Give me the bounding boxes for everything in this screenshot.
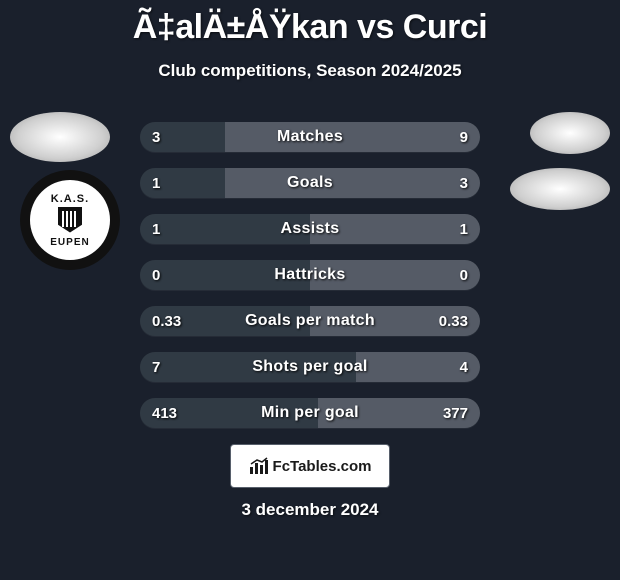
stat-label: Matches [140,122,480,152]
stat-value-left: 413 [152,398,177,428]
stat-value-right: 4 [460,352,468,382]
page-date: 3 december 2024 [0,500,620,520]
stat-value-left: 0.33 [152,306,181,336]
stat-row: Min per goal413 377 [140,398,480,428]
club-left-badge-top: K.A.S. [51,193,89,205]
stat-row: Shots per goal7 4 [140,352,480,382]
stat-label: Shots per goal [140,352,480,382]
stat-label: Goals per match [140,306,480,336]
stat-value-left: 7 [152,352,160,382]
stat-label: Goals [140,168,480,198]
club-right-placeholder-icon [510,168,610,210]
comparison-bars: Matches39Goals13Assists11Hattricks00Goal… [140,122,480,444]
stat-value-left: 3 [152,122,160,152]
club-left-badge-crest-icon [58,207,82,233]
player-right-placeholder-icon [530,112,610,154]
stat-row: Goals per match0.33 0.33 [140,306,480,336]
club-left-badge-inner: K.A.S. EUPEN [30,180,110,260]
club-left-badge: K.A.S. EUPEN [20,170,120,270]
stat-label: Min per goal [140,398,480,428]
stat-value-left: 1 [152,214,160,244]
stat-value-left: 1 [152,168,160,198]
player-left-placeholder-icon [10,112,110,162]
stat-value-right: 377 [443,398,468,428]
stat-value-right: 3 [460,168,468,198]
stat-label: Assists [140,214,480,244]
page-subtitle: Club competitions, Season 2024/2025 [0,61,620,81]
club-left-badge-bottom: EUPEN [50,237,89,248]
attribution-text: FcTables.com [273,458,372,475]
stat-value-right: 1 [460,214,468,244]
stat-row: Goals1 3 [140,168,480,198]
stat-row: Hattricks0 0 [140,260,480,290]
stat-row: Matches3 9 [140,122,480,152]
attribution-chart-icon [249,457,269,475]
stat-value-right: 0 [460,260,468,290]
page-title: Ã‡alÄ±ÅŸkan vs Curci [0,0,620,47]
stat-value-right: 9 [460,122,468,152]
stat-value-right: 0.33 [439,306,468,336]
attribution-box: FcTables.com [230,444,390,488]
stat-value-left: 0 [152,260,160,290]
stat-row: Assists1 1 [140,214,480,244]
stat-label: Hattricks [140,260,480,290]
